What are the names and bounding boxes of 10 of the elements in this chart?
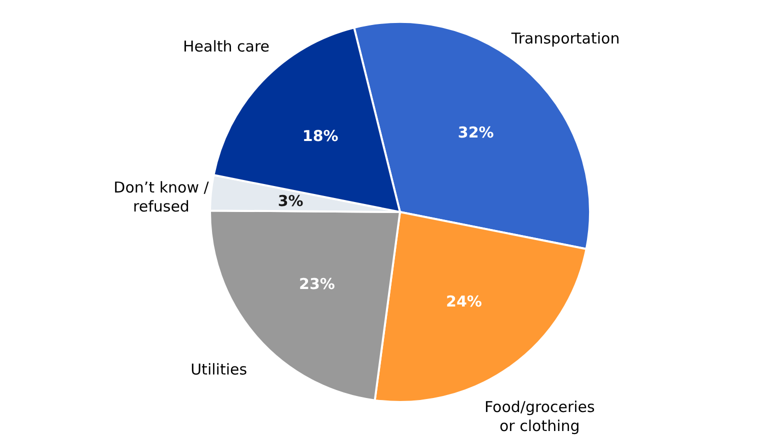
slice-label: Transportation xyxy=(510,29,620,48)
data-label: 3% xyxy=(278,192,304,210)
data-label: 23% xyxy=(299,275,335,294)
slice-label: Health care xyxy=(182,37,270,56)
slice-label: Don’t know / refused xyxy=(114,178,210,216)
slice-label: Utilities xyxy=(190,360,248,378)
data-label: 32% xyxy=(458,123,494,142)
slice-label: Food/groceries or clothing xyxy=(484,398,596,436)
data-label: 24% xyxy=(446,292,482,310)
data-label: 18% xyxy=(302,127,338,146)
